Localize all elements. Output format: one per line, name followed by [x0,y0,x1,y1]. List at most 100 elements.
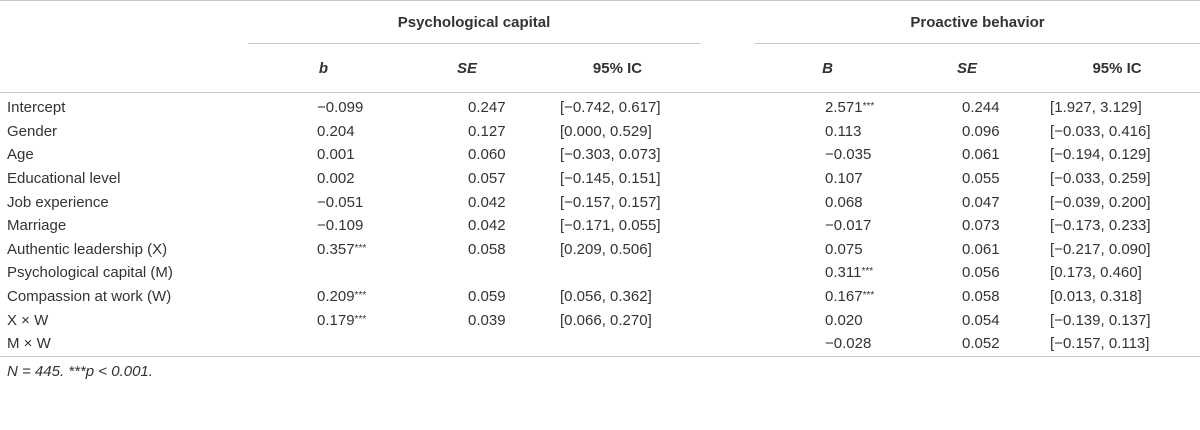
row-label-value: Intercept [7,99,66,117]
cell-ci2: [1.927, 3.129] [1034,93,1200,120]
cell-gap [700,214,755,238]
row-label-value: Authentic leadership (X) [7,240,168,258]
cell-se2-value: 0.073 [962,217,1000,235]
regression-table-container: Psychological capital Proactive behavior… [0,0,1200,387]
cell-b2-value: 0.020 [825,311,863,329]
cell-se-value: 0.059 [468,288,506,306]
significance-marker: *** [862,101,875,113]
row-label: Compassion at work (W) [0,285,248,309]
cell-b: 0.179*** [248,308,399,332]
cell-se [399,332,535,356]
cell-b-value: −0.099 [317,99,364,117]
significance-marker: *** [354,313,367,325]
row-label-value: Gender [7,122,58,140]
cell-se2-value: 0.061 [962,240,1000,258]
cell-ci: [−0.145, 0.151] [535,167,700,191]
cell-b-value: 0.002 [317,170,355,188]
table-row: Gender 0.204 0.127 [0.000, 0.529] 0.113 0.096… [0,120,1200,144]
cell-ci-value: [0.000, 0.529] [560,122,652,140]
cell-b2-value: 0.107 [825,170,863,188]
cell-se: 0.058 [399,238,535,262]
cell-se2-value: 0.054 [962,311,1000,329]
cell-b2: −0.035 [755,143,900,167]
col-gap [700,44,755,93]
cell-ci2: [−0.173, 0.233] [1034,214,1200,238]
cell-b2: 0.075 [755,238,900,262]
cell-ci [535,332,700,356]
col-header-b2: B [822,59,833,77]
cell-b: −0.109 [248,214,399,238]
cell-se: 0.247 [399,93,535,120]
cell-ci: [−0.171, 0.055] [535,214,700,238]
cell-b2-value: 0.068 [825,193,863,211]
cell-gap [700,190,755,214]
significance-marker: *** [354,242,367,254]
cell-se-value: 0.058 [468,240,506,258]
cell-ci-value: [0.056, 0.362] [560,288,652,306]
regression-table: Psychological capital Proactive behavior… [0,0,1200,387]
cell-b2-value: −0.017 [825,217,872,235]
cell-ci-value: [−0.171, 0.055] [560,217,661,235]
table-row: Authentic leadership (X) 0.357*** 0.058 [0.… [0,238,1200,262]
cell-b2-value: 0.075 [825,240,863,258]
cell-b-value: 0.204 [317,122,355,140]
row-label-value: X × W [7,311,49,329]
cell-se: 0.042 [399,214,535,238]
cell-gap [700,308,755,332]
cell-ci2: [−0.033, 0.259] [1034,167,1200,191]
cell-b: −0.051 [248,190,399,214]
cell-gap [700,167,755,191]
col-header-se2: SE [957,59,978,77]
cell-se [399,261,535,285]
group-gap [700,1,755,44]
row-label-value: Age [7,146,34,164]
cell-se2-value: 0.096 [962,122,1000,140]
cell-ci2-value: [−0.139, 0.137] [1050,311,1151,329]
row-label-value: Job experience [7,193,109,211]
cell-gap [700,143,755,167]
cell-ci2: [−0.217, 0.090] [1034,238,1200,262]
cell-b: 0.001 [248,143,399,167]
table-row: Psychological capital (M) 0.311*** 0.056 [0… [0,261,1200,285]
cell-se-value: 0.042 [468,193,506,211]
cell-b-value: 0.357 [317,240,355,258]
cell-se: 0.057 [399,167,535,191]
table-body: Intercept −0.099 0.247 [−0.742, 0.617] 2.571… [0,93,1200,357]
cell-ci2-value: [−0.173, 0.233] [1050,217,1151,235]
cell-b2: 0.068 [755,190,900,214]
cell-ci2-value: [−0.039, 0.200] [1050,193,1151,211]
cell-ci2-value: [0.173, 0.460] [1050,264,1142,282]
cell-ci2: [−0.033, 0.416] [1034,120,1200,144]
cell-b2-value: −0.028 [825,335,872,353]
row-label: Intercept [0,93,248,120]
cell-gap [700,238,755,262]
row-label: Educational level [0,167,248,191]
cell-se-value: 0.057 [468,170,506,188]
row-label: X × W [0,308,248,332]
cell-ci2: [0.013, 0.318] [1034,285,1200,309]
row-label: M × W [0,332,248,356]
cell-gap [700,93,755,120]
significance-marker: *** [354,290,367,302]
cell-ci2: [0.173, 0.460] [1034,261,1200,285]
row-label-value: Compassion at work (W) [7,288,172,306]
cell-se2: 0.061 [900,238,1034,262]
cell-se2-value: 0.244 [962,99,1000,117]
cell-b [248,261,399,285]
cell-ci2: [−0.039, 0.200] [1034,190,1200,214]
cell-se2: 0.055 [900,167,1034,191]
cell-ci-value: [−0.145, 0.151] [560,170,661,188]
cell-ci2-value: [−0.033, 0.259] [1050,170,1151,188]
cell-b-value: −0.051 [317,193,364,211]
table-row: X × W 0.179*** 0.039 [0.066, 0.270] 0.020 0.0… [0,308,1200,332]
cell-se: 0.039 [399,308,535,332]
cell-ci-value: [0.209, 0.506] [560,240,652,258]
cell-se2-value: 0.056 [962,264,1000,282]
cell-se-value: 0.039 [468,311,506,329]
cell-se-value: 0.127 [468,122,506,140]
row-label-value: Marriage [7,217,67,235]
cell-b2: 0.107 [755,167,900,191]
cell-gap [700,261,755,285]
cell-se2: 0.047 [900,190,1034,214]
cell-se2: 0.096 [900,120,1034,144]
